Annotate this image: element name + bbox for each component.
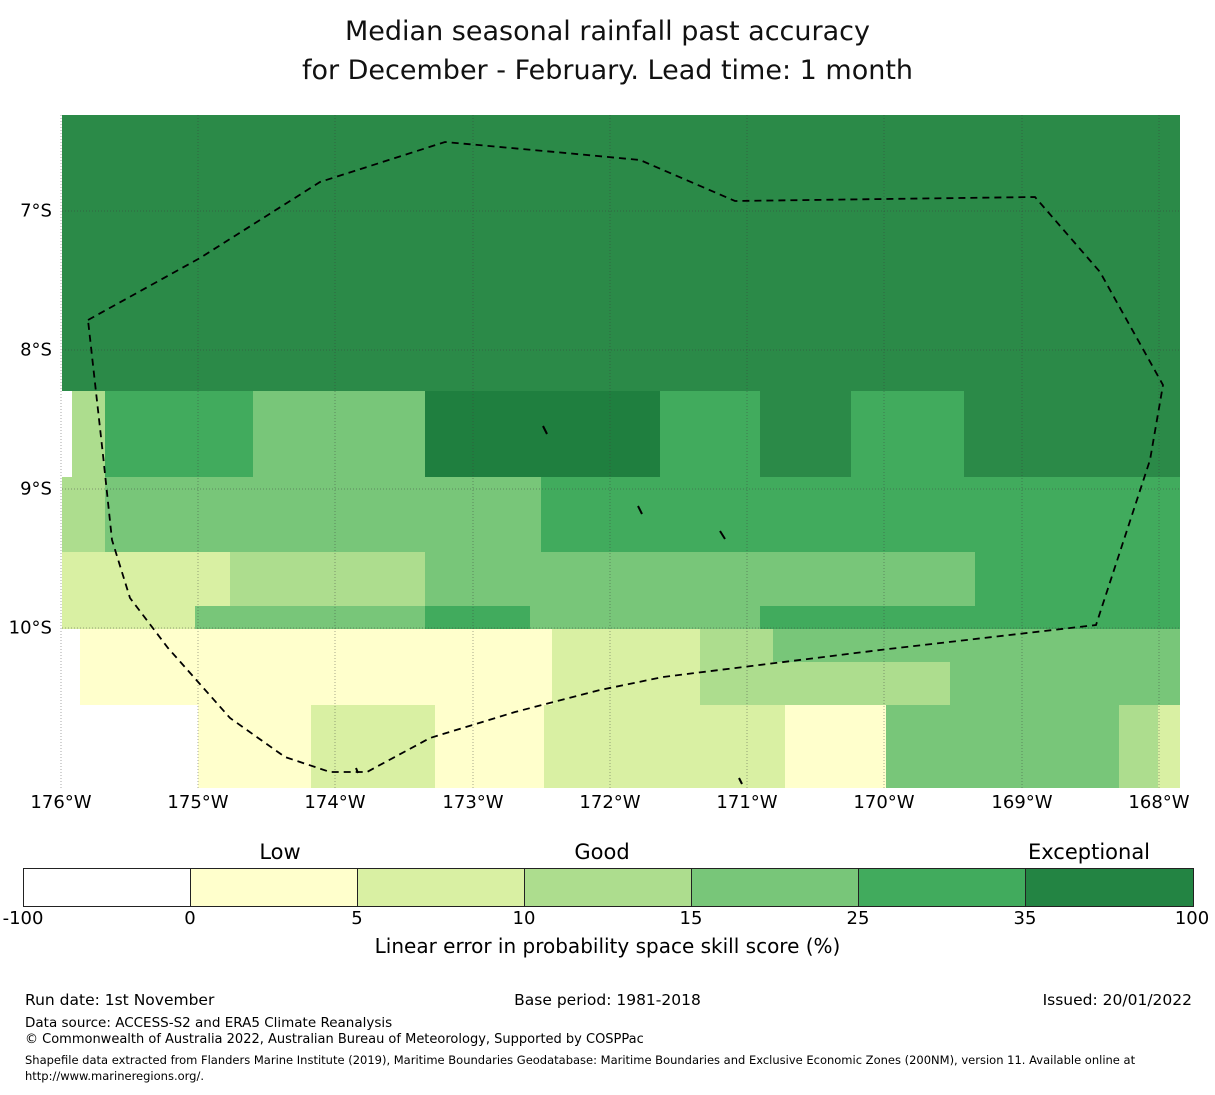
colorbar-segment — [859, 869, 1026, 906]
grid-cell — [80, 629, 552, 662]
run-date-label: Run date: 1st November — [25, 991, 215, 1009]
grid-cell — [760, 391, 851, 477]
chart-title: Median seasonal rainfall past accuracy f… — [0, 12, 1215, 90]
grid-cell — [1158, 705, 1180, 788]
grid-cell — [886, 705, 1119, 788]
grid-cell — [785, 705, 886, 788]
colorbar-section-label: Exceptional — [1027, 840, 1151, 864]
lat-tick-label: 9°S — [20, 478, 52, 500]
lat-tick-label: 7°S — [20, 200, 52, 222]
grid-cell — [552, 629, 700, 662]
grid-cell — [105, 391, 253, 477]
grid-cell — [198, 705, 311, 788]
grid-cell — [311, 705, 435, 788]
lon-tick-label: 174°W — [304, 792, 366, 813]
grid-cell — [62, 662, 80, 705]
colorbar-tick-label: 5 — [351, 908, 363, 929]
grid-cell — [964, 391, 1180, 477]
lon-tick-label: 168°W — [1128, 792, 1190, 813]
shapefile-note-line1: Shapefile data extracted from Flanders M… — [25, 1053, 1136, 1067]
grid-cell — [62, 629, 80, 662]
grid-cell — [105, 477, 541, 552]
base-period-label: Base period: 1981-2018 — [514, 991, 701, 1009]
grid-cell — [62, 606, 195, 629]
colorbar-tick-label: -100 — [2, 908, 44, 929]
grid-cell — [541, 477, 1180, 552]
colorbar-tick-label: 25 — [846, 908, 870, 929]
grid-cell — [62, 477, 105, 552]
grid-cell — [544, 705, 785, 788]
grid-cell — [62, 552, 230, 606]
grid-cell — [62, 391, 72, 477]
grid-cell — [80, 662, 552, 705]
grid-cell — [425, 391, 660, 477]
colorbar-segment — [24, 869, 191, 906]
grid-cell — [62, 705, 198, 788]
lon-tick-label: 176°W — [30, 792, 92, 813]
lon-tick-label: 173°W — [442, 792, 504, 813]
colorbar-section-label: Good — [574, 840, 630, 864]
grid-cell — [975, 552, 1180, 606]
grid-cell — [773, 629, 1180, 662]
grid-cell — [950, 662, 1180, 705]
grid-cell — [851, 391, 964, 477]
grid-cell — [660, 391, 760, 477]
colorbar-section-label: Low — [259, 840, 301, 864]
colorbar-segment — [191, 869, 358, 906]
colorbar — [23, 868, 1194, 907]
grid-cell — [62, 115, 1180, 391]
grid-cell — [435, 705, 544, 788]
issued-label: Issued: 20/01/2022 — [1042, 991, 1192, 1009]
grid-cell — [700, 662, 950, 705]
grid-cell — [700, 629, 773, 662]
grid-cell — [195, 606, 425, 629]
colorbar-segment — [358, 869, 525, 906]
grid-cell — [425, 552, 975, 606]
grid-cell — [552, 662, 700, 705]
chart-title-line2: for December - February. Lead time: 1 mo… — [301, 55, 914, 86]
grid-cell — [425, 606, 530, 629]
grid-cell — [760, 606, 1180, 629]
grid-cell — [72, 391, 105, 477]
colorbar-segment — [692, 869, 859, 906]
copyright-label: © Commonwealth of Australia 2022, Austra… — [25, 1032, 644, 1047]
lon-tick-label: 175°W — [167, 792, 229, 813]
data-source-label: Data source: ACCESS-S2 and ERA5 Climate … — [25, 1015, 393, 1031]
colorbar-tick-label: 0 — [184, 908, 196, 929]
colorbar-tick-label: 100 — [1174, 908, 1210, 929]
colorbar-tick-label: 10 — [512, 908, 536, 929]
lat-tick-label: 10°S — [8, 617, 52, 639]
colorbar-axis-title: Linear error in probability space skill … — [374, 934, 841, 958]
chart-title-line1: Median seasonal rainfall past accuracy — [345, 16, 870, 47]
colorbar-segment — [525, 869, 692, 906]
colorbar-segment — [1026, 869, 1193, 906]
grid-cell — [1119, 705, 1158, 788]
lon-tick-label: 170°W — [853, 792, 915, 813]
lat-tick-label: 8°S — [20, 339, 52, 361]
colorbar-tick-label: 35 — [1013, 908, 1037, 929]
shapefile-note-line2: http://www.marineregions.org/. — [25, 1069, 204, 1083]
shapefile-note: Shapefile data extracted from Flanders M… — [25, 1052, 1200, 1084]
colorbar-tick-label: 15 — [679, 908, 703, 929]
lon-tick-label: 169°W — [991, 792, 1053, 813]
grid-cell — [253, 391, 425, 477]
grid-cell — [530, 606, 760, 629]
lon-tick-label: 171°W — [716, 792, 778, 813]
grid-cell — [230, 552, 425, 606]
lon-tick-label: 172°W — [579, 792, 641, 813]
